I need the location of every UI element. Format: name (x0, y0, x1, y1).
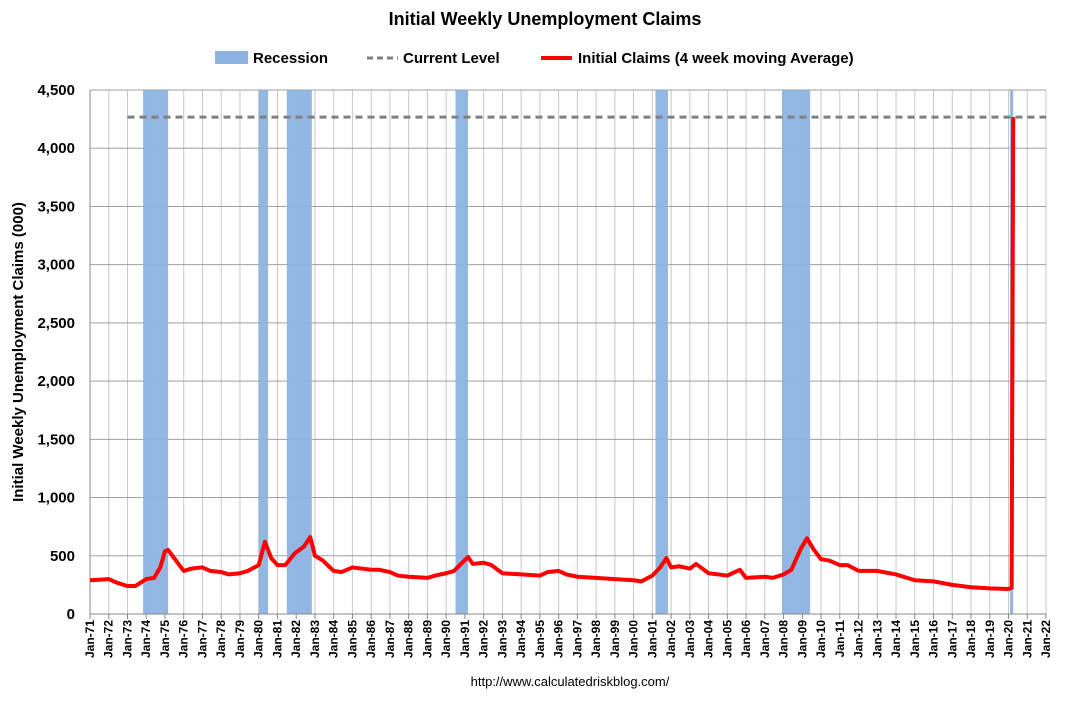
x-tick-label: Jan-22 (1039, 620, 1053, 658)
x-tick-label: Jan-96 (552, 620, 566, 658)
chart-title: Initial Weekly Unemployment Claims (389, 9, 702, 29)
x-tick-label: Jan-76 (177, 620, 191, 658)
x-tick-label: Jan-80 (252, 620, 266, 658)
x-tick-label: Jan-15 (908, 620, 922, 658)
x-tick-label: Jan-18 (964, 620, 978, 658)
recession-band (455, 90, 469, 614)
x-tick-label: Jan-88 (402, 620, 416, 658)
y-axis-label: Initial Weekly Unemployment Claims (000) (10, 202, 27, 502)
x-tick-label: Jan-14 (889, 620, 903, 658)
x-tick-label: Jan-75 (158, 620, 172, 658)
y-tick-label: 2,000 (37, 373, 75, 390)
legend-swatch (215, 51, 248, 64)
recession-band (286, 90, 312, 614)
x-tick-label: Jan-10 (814, 620, 828, 658)
x-tick-label: Jan-13 (870, 620, 884, 658)
x-tick-label: Jan-09 (795, 620, 809, 658)
x-tick-label: Jan-03 (683, 620, 697, 658)
x-tick-label: Jan-02 (664, 620, 678, 658)
y-tick-label: 500 (50, 548, 75, 565)
x-tick-label: Jan-78 (214, 620, 228, 658)
x-tick-label: Jan-74 (139, 620, 153, 658)
x-tick-label: Jan-89 (420, 620, 434, 658)
recession-band (258, 90, 269, 614)
x-tick-label: Jan-85 (345, 620, 359, 658)
x-tick-label: Jan-92 (477, 620, 491, 658)
x-tick-label: Jan-77 (195, 620, 209, 658)
x-tick-label: Jan-16 (927, 620, 941, 658)
recession-band (143, 90, 169, 614)
y-tick-label: 4,500 (37, 82, 75, 99)
y-tick-label: 3,500 (37, 198, 75, 215)
x-tick-label: Jan-72 (102, 620, 116, 658)
x-tick-label: Jan-17 (945, 620, 959, 658)
x-tick-label: Jan-21 (1020, 620, 1034, 658)
y-tick-label: 1,000 (37, 490, 75, 507)
source: http://www.calculatedriskblog.com/ (471, 674, 670, 689)
x-tick-label: Jan-84 (327, 620, 341, 658)
y-tick-label: 1,500 (37, 431, 75, 448)
x-tick-label: Jan-20 (1002, 620, 1016, 658)
series-line (89, 117, 1016, 591)
x-tick-label: Jan-94 (514, 620, 528, 658)
x-tick-label: Jan-87 (383, 620, 397, 658)
x-tick-label: Jan-82 (289, 620, 303, 658)
x-tick-label: Jan-71 (83, 620, 97, 658)
legend-label: Initial Claims (4 week moving Average) (578, 50, 854, 67)
x-tick-label: Jan-01 (645, 620, 659, 658)
x-tick-label: Jan-99 (608, 620, 622, 658)
x-tick-label: Jan-95 (533, 620, 547, 658)
x-tick-label: Jan-06 (739, 620, 753, 658)
x-tick-label: Jan-83 (308, 620, 322, 658)
x-tick-label: Jan-93 (495, 620, 509, 658)
x-tick-label: Jan-97 (570, 620, 584, 658)
x-tick-label: Jan-12 (852, 620, 866, 658)
x-tick-label: Jan-79 (233, 620, 247, 658)
x-tick-label: Jan-07 (758, 620, 772, 658)
y-tick-label: 3,000 (37, 257, 75, 274)
y-tick-label: 4,000 (37, 140, 75, 157)
recession-band (782, 90, 811, 614)
x-tick-label: Jan-19 (983, 620, 997, 658)
x-tick-label: Jan-98 (589, 620, 603, 658)
legend-label: Recession (253, 50, 328, 67)
x-tick-label: Jan-73 (120, 620, 134, 658)
x-tick-label: Jan-81 (270, 620, 284, 658)
y-tick-label: 2,500 (37, 315, 75, 332)
x-tick-label: Jan-05 (720, 620, 734, 658)
recession-band (655, 90, 668, 614)
legend-label: Current Level (403, 50, 500, 67)
x-tick-label: Jan-08 (777, 620, 791, 658)
x-tick-label: Jan-00 (627, 620, 641, 658)
x-tick-label: Jan-90 (439, 620, 453, 658)
x-tick-label: Jan-04 (702, 620, 716, 658)
x-tick-label: Jan-86 (364, 620, 378, 658)
x-tick-label: Jan-91 (458, 620, 472, 658)
x-tick-label: Jan-11 (833, 620, 847, 658)
y-tick-label: 0 (67, 606, 75, 623)
